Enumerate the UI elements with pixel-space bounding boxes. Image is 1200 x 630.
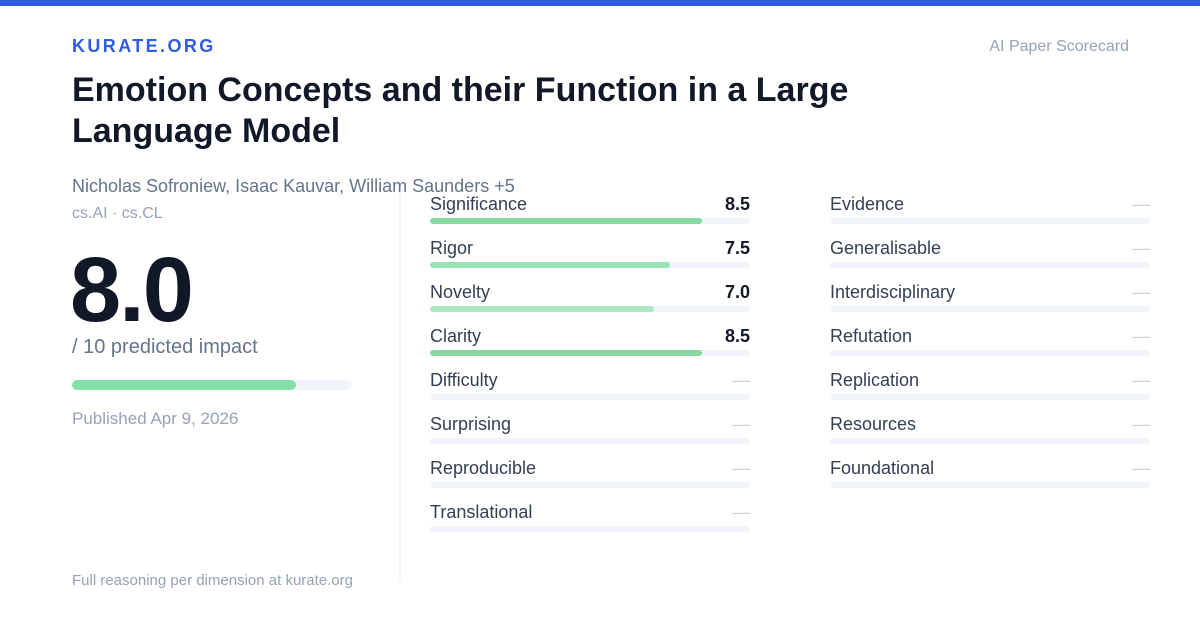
dimension-score: 7.0 [724, 282, 750, 302]
dimension-bar-track [830, 218, 1150, 224]
dimension-interdisciplinary: Interdisciplinary — [830, 278, 1150, 322]
dimension-score: — [1132, 326, 1150, 346]
published-date: Published Apr 9, 2026 [72, 409, 239, 428]
dimension-score: — [732, 458, 750, 478]
dimension-difficulty: Difficulty — [430, 366, 750, 410]
dimension-score: — [732, 370, 750, 390]
dimension-label: Clarity [430, 326, 482, 346]
dimension-bar-track [430, 262, 750, 268]
dimension-score: 8.5 [724, 194, 750, 214]
dimension-evidence: Evidence — [830, 190, 1150, 234]
dimension-label: Difficulty [430, 370, 498, 390]
impact-progress-fill [72, 380, 296, 390]
dimension-label: Reproducible [430, 458, 537, 478]
impact-score-label: / 10 predicted impact [72, 336, 258, 358]
dimension-bar-track [430, 526, 750, 532]
footer-note: Full reasoning per dimension at kurate.o… [72, 572, 353, 589]
dimension-score: — [1132, 458, 1150, 478]
dimension-label: Novelty [430, 282, 491, 302]
column-divider [399, 192, 401, 580]
dimension-bar-track [830, 350, 1150, 356]
dimension-translational: Translational — [430, 498, 750, 542]
dimension-bar-track [830, 438, 1150, 444]
dimension-reproducible: Reproducible — [430, 454, 750, 498]
top-accent-bar [0, 0, 1200, 6]
dimension-surprising: Surprising — [430, 410, 750, 454]
dimension-bar-track [430, 482, 750, 488]
paper-categories: cs.AI · cs.CL [72, 205, 163, 222]
dimension-label: Translational [430, 502, 533, 522]
dimension-list-left: Significance 8.5 Rigor 7.5 Novelty 7.0 Clarity… [430, 190, 750, 542]
dimension-score: — [1132, 194, 1150, 214]
dimension-label: Resources [830, 414, 917, 434]
dimension-score: — [732, 414, 750, 434]
dimension-label: Refutation [830, 326, 913, 346]
dimension-label: Evidence [830, 194, 905, 214]
dimension-label: Generalisable [830, 238, 942, 258]
dimension-list-right: Evidence — Generalisable — Interdisciplinary… [830, 190, 1150, 498]
dimension-score: — [732, 502, 750, 522]
dimension-label: Surprising [430, 414, 512, 434]
impact-progress-track [72, 380, 352, 390]
dimension-bar-track [430, 394, 750, 400]
dimension-score: — [1132, 370, 1150, 390]
impact-score: 8.0 [70, 239, 194, 341]
dimension-score: — [1132, 282, 1150, 302]
dimension-significance: Significance 8.5 [430, 190, 750, 234]
dimension-bar-fill [430, 350, 702, 356]
dimension-score: — [1132, 238, 1150, 258]
dimension-bar-track [430, 218, 750, 224]
dimension-label: Interdisciplinary [830, 282, 956, 302]
dimension-bar-fill [430, 306, 654, 312]
dimension-bar-track [430, 306, 750, 312]
dimension-label: Foundational [830, 458, 935, 478]
dimension-novelty: Novelty 7.0 [430, 278, 750, 322]
dimension-bar-fill [430, 262, 670, 268]
dimension-bar-track [830, 394, 1150, 400]
dimension-score: 8.5 [724, 326, 750, 346]
dimension-foundational: Foundational — [830, 454, 1150, 498]
dimension-bar-track [430, 438, 750, 444]
dimension-bar-track [830, 482, 1150, 488]
dimension-score: — [1132, 414, 1150, 434]
dimension-label: Replication [830, 370, 920, 390]
dimension-bar-track [830, 306, 1150, 312]
tagline: AI Paper Scorecard [989, 38, 1129, 55]
dimension-generalisable: Generalisable — [830, 234, 1150, 278]
dimension-bar-track [830, 262, 1150, 268]
dimension-rigor: Rigor 7.5 [430, 234, 750, 278]
brand-logo[interactable]: KURATE.ORG [72, 36, 216, 56]
paper-authors: Nicholas Sofroniew, Isaac Kauvar, Willia… [72, 176, 515, 196]
dimension-clarity: Clarity 8.5 [430, 322, 750, 366]
dimension-bar-fill [430, 218, 702, 224]
dimension-resources: Resources — [830, 410, 1150, 454]
dimension-label: Significance [430, 194, 528, 214]
dimension-label: Rigor [430, 238, 474, 258]
dimension-replication: Replication — [830, 366, 1150, 410]
paper-title: Emotion Concepts and their Function in a… [72, 71, 849, 150]
dimension-bar-track [430, 350, 750, 356]
dimension-refutation: Refutation — [830, 322, 1150, 366]
dimension-score: 7.5 [724, 238, 750, 258]
